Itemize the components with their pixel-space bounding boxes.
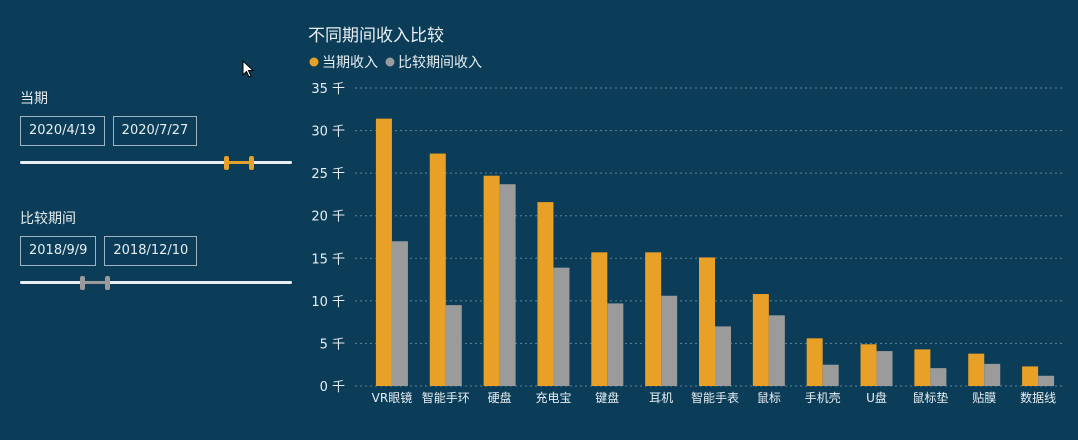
bar-0-3 [537, 202, 554, 386]
x-tick-label-10: 鼠标垫 [912, 390, 948, 405]
bar-0-12 [1022, 366, 1039, 386]
bar-0-4 [591, 252, 608, 386]
x-tick-label-2: 硬盘 [488, 390, 512, 405]
x-tick-label-4: 键盘 [595, 390, 619, 405]
bar-1-7 [768, 315, 785, 386]
bar-1-4 [607, 303, 624, 386]
x-tick-label-9: U盘 [866, 390, 887, 405]
current-slider-track [20, 161, 292, 164]
x-tick-label-6: 智能手表 [691, 390, 739, 405]
current-period-filter: 当期 2020/4/19 2020/7/27 [20, 88, 292, 170]
current-start-date-input[interactable]: 2020/4/19 [20, 116, 105, 146]
comparison-period-label: 比较期间 [20, 211, 76, 227]
y-tick-label-0: 0 千 [320, 380, 345, 395]
current-slider-range [226, 161, 252, 164]
bar-0-5 [645, 252, 662, 386]
bar-0-7 [752, 294, 769, 386]
bar-0-6 [699, 257, 715, 386]
bar-0-2 [483, 175, 500, 386]
comparison-slider-range [82, 281, 108, 284]
chart-title: 不同期间收入比较 [308, 26, 444, 46]
bar-0-0 [375, 118, 392, 386]
revenue-comparison-chart: 不同期间收入比较 当期收入 比较期间收入 0 千 5 千 10 千 15 千 20 千 25… [308, 26, 1065, 405]
current-period-slider[interactable] [20, 156, 292, 170]
bar-0-11 [968, 353, 985, 386]
x-tick-label-11: 贴膜 [972, 391, 996, 405]
bar-1-8 [822, 364, 839, 386]
y-tick-label-6: 30 千 [311, 125, 345, 140]
bar-1-2 [499, 184, 516, 386]
comparison-start-date-input[interactable]: 2018/9/9 [20, 236, 97, 266]
x-tick-label-3: 充电宝 [535, 390, 571, 405]
bar-0-10 [914, 349, 931, 386]
comparison-slider-end-handle[interactable] [104, 276, 110, 290]
comparison-slider-start-handle[interactable] [80, 276, 86, 290]
bar-1-5 [661, 295, 678, 386]
comparison-period-slider[interactable] [20, 276, 292, 290]
y-tick-label-2: 10 千 [311, 295, 345, 310]
current-period-label: 当期 [20, 91, 48, 107]
bar-1-10 [930, 368, 947, 386]
chart-legend: 当期收入 比较期间收入 [309, 55, 482, 71]
bar-0-8 [806, 338, 823, 386]
legend-label-1: 比较期间收入 [398, 55, 482, 71]
mouse-cursor-icon [242, 60, 255, 78]
legend-label-0: 当期收入 [322, 55, 378, 71]
legend-marker-0 [309, 57, 319, 67]
comparison-end-date-input[interactable]: 2018/12/10 [104, 236, 198, 266]
bar-1-3 [553, 267, 570, 386]
x-axis: VR眼镜 智能手环 硬盘 充电宝 键盘 耳机 智能手表 鼠标 手机壳 U盘 鼠标垫 贴膜 数据线 [372, 390, 1056, 405]
bar-1-6 [715, 326, 731, 386]
bar-0-1 [429, 153, 446, 386]
bar-1-0 [391, 241, 408, 386]
x-tick-label-1: 智能手环 [422, 390, 470, 405]
current-slider-start-handle[interactable] [224, 156, 230, 170]
y-tick-label-5: 25 千 [311, 167, 345, 182]
y-tick-label-1: 5 千 [320, 337, 345, 352]
chart-bars [375, 118, 1055, 386]
y-tick-label-4: 20 千 [311, 210, 345, 225]
y-tick-label-7: 35 千 [311, 82, 345, 97]
comparison-period-filter: 比较期间 2018/9/9 2018/12/10 [20, 208, 292, 290]
x-tick-label-8: 手机壳 [805, 391, 841, 405]
y-axis: 0 千 5 千 10 千 15 千 20 千 25 千 30 千 35 千 [311, 82, 345, 395]
bar-1-11 [984, 363, 1001, 386]
bar-1-12 [1038, 375, 1055, 386]
bar-1-9 [876, 351, 893, 386]
x-tick-label-7: 鼠标 [757, 391, 781, 405]
x-tick-label-5: 耳机 [649, 391, 673, 405]
bar-0-9 [860, 344, 877, 386]
bar-1-1 [445, 305, 462, 386]
x-tick-label-12: 数据线 [1020, 390, 1056, 405]
current-slider-end-handle[interactable] [248, 156, 254, 170]
current-end-date-input[interactable]: 2020/7/27 [112, 116, 198, 146]
y-tick-label-3: 15 千 [311, 252, 345, 267]
comparison-slider-track [20, 281, 292, 284]
x-tick-label-0: VR眼镜 [372, 390, 413, 405]
legend-marker-1 [385, 57, 395, 67]
